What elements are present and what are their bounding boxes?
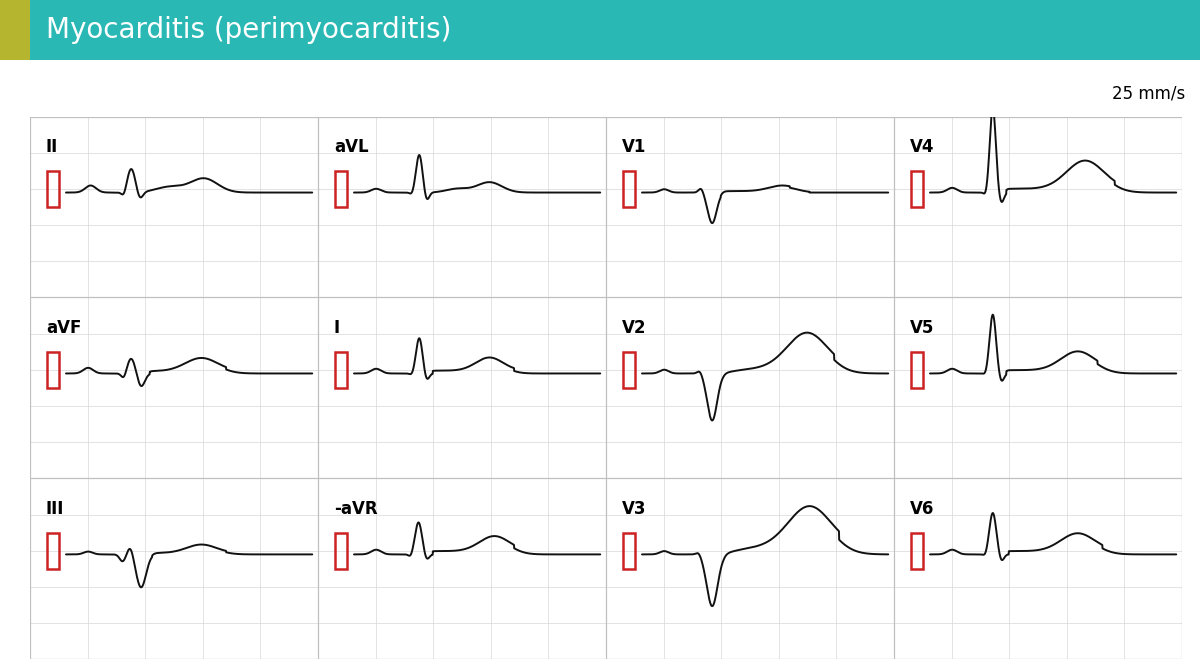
Text: V6: V6	[910, 500, 935, 518]
Bar	[47, 352, 59, 388]
Text: 25 mm/s: 25 mm/s	[1112, 85, 1186, 103]
Bar	[911, 352, 923, 388]
Bar	[47, 533, 59, 569]
Text: -aVR: -aVR	[334, 500, 378, 518]
Bar	[335, 352, 347, 388]
Text: III: III	[46, 500, 65, 518]
Bar	[911, 170, 923, 207]
Bar	[47, 170, 59, 207]
Bar	[623, 352, 635, 388]
Text: aVL: aVL	[334, 139, 368, 157]
Bar	[623, 533, 635, 569]
Text: V2: V2	[622, 319, 647, 337]
Bar	[623, 170, 635, 207]
Text: II: II	[46, 139, 58, 157]
Bar	[0, 0, 30, 60]
Text: aVF: aVF	[46, 319, 82, 337]
Text: V5: V5	[910, 319, 935, 337]
Bar	[335, 533, 347, 569]
Bar	[911, 533, 923, 569]
Text: I: I	[334, 319, 340, 337]
Bar	[335, 170, 347, 207]
Text: Myocarditis (perimyocarditis): Myocarditis (perimyocarditis)	[46, 16, 451, 44]
Text: V4: V4	[910, 139, 935, 157]
Text: V3: V3	[622, 500, 647, 518]
Text: V1: V1	[622, 139, 647, 157]
